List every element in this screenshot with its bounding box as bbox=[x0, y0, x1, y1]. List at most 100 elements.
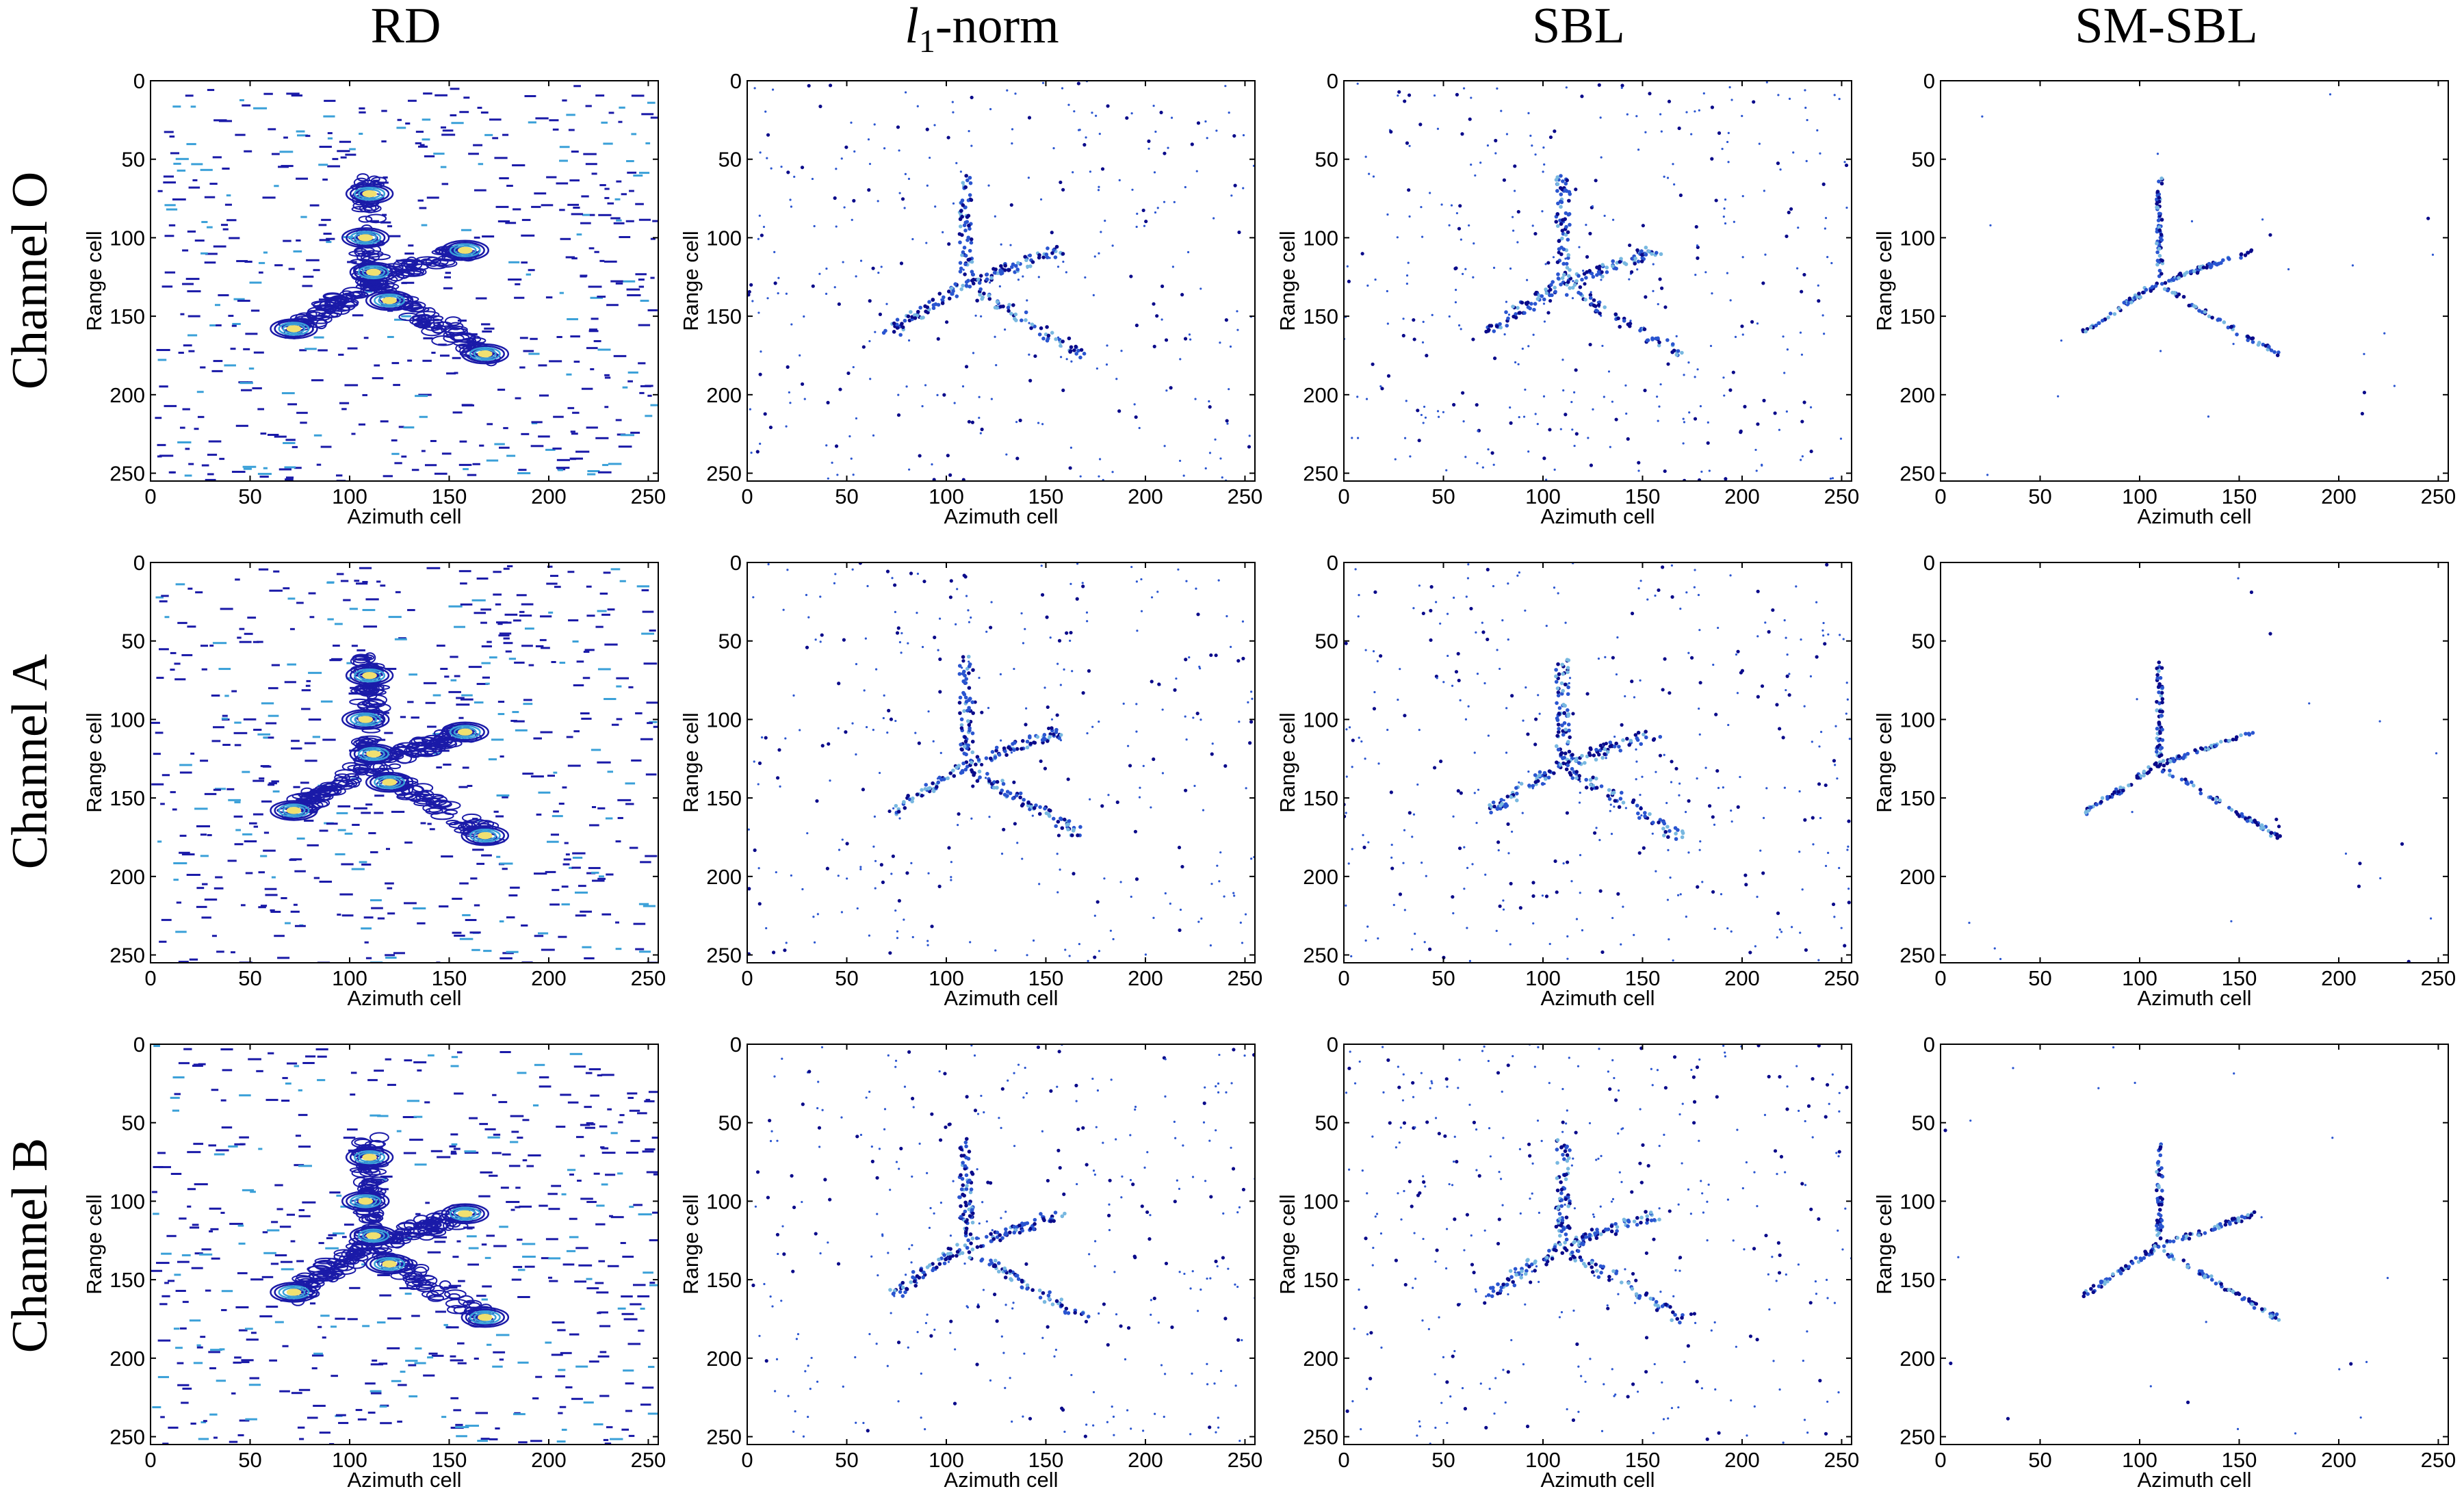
noise-point bbox=[1709, 344, 1713, 348]
noise-point bbox=[2378, 720, 2381, 723]
noise-point bbox=[1667, 99, 1672, 103]
noise-point bbox=[1800, 638, 1802, 641]
target-point bbox=[966, 213, 971, 218]
target-point bbox=[2205, 266, 2209, 270]
target-point bbox=[1061, 339, 1065, 344]
noise-point bbox=[801, 888, 804, 891]
target-point bbox=[2195, 270, 2200, 275]
target-point bbox=[1489, 810, 1493, 815]
target-point bbox=[2229, 807, 2234, 812]
target-point bbox=[2157, 225, 2162, 230]
noise-point bbox=[1199, 718, 1202, 721]
noise-mark bbox=[581, 717, 592, 720]
noise-mark bbox=[164, 235, 174, 237]
noise-point bbox=[1512, 229, 1515, 232]
noise-mark bbox=[625, 220, 634, 222]
noise-point bbox=[1658, 405, 1661, 408]
noise-point bbox=[785, 425, 788, 428]
noise-point bbox=[1217, 579, 1220, 582]
noise-point bbox=[1613, 735, 1616, 738]
target-point bbox=[895, 326, 900, 330]
noise-point bbox=[1208, 400, 1210, 403]
target-point bbox=[1673, 826, 1678, 830]
noise-point bbox=[1605, 757, 1607, 760]
target-point bbox=[2268, 833, 2273, 838]
noise-mark bbox=[349, 148, 356, 151]
noise-point bbox=[994, 335, 996, 338]
noise-point bbox=[867, 188, 871, 192]
noise-mark bbox=[205, 253, 218, 255]
target-point bbox=[2244, 731, 2248, 736]
noise-mark bbox=[499, 632, 512, 635]
noise-point bbox=[1727, 131, 1730, 134]
noise-point bbox=[1499, 667, 1501, 671]
noise-point bbox=[1628, 243, 1632, 248]
target-point bbox=[967, 664, 972, 669]
noise-point bbox=[2277, 825, 2281, 829]
noise-point bbox=[1358, 736, 1360, 739]
noise-point bbox=[898, 192, 901, 194]
noise-point bbox=[1133, 403, 1136, 406]
noise-mark bbox=[476, 862, 485, 865]
noise-point bbox=[1473, 242, 1475, 245]
noise-mark bbox=[452, 357, 461, 359]
target-point bbox=[978, 292, 983, 297]
noise-point bbox=[938, 657, 942, 661]
noise-mark bbox=[224, 364, 236, 367]
noise-point bbox=[2429, 917, 2433, 920]
noise-point bbox=[1248, 435, 1251, 437]
noise-mark bbox=[296, 601, 304, 604]
noise-mark bbox=[296, 239, 301, 242]
target-point bbox=[1559, 751, 1564, 755]
noise-point bbox=[1685, 916, 1687, 918]
noise-point bbox=[1377, 937, 1379, 940]
noise-mark bbox=[337, 829, 346, 831]
noise-mark bbox=[260, 765, 270, 768]
noise-mark bbox=[503, 427, 508, 430]
noise-mark bbox=[541, 948, 555, 951]
noise-point bbox=[1435, 601, 1438, 604]
noise-mark bbox=[649, 629, 656, 632]
noise-mark bbox=[291, 1392, 302, 1395]
noise-mark bbox=[616, 180, 622, 183]
noise-point bbox=[1809, 406, 1813, 409]
noise-point bbox=[1418, 729, 1421, 731]
target-point bbox=[962, 709, 966, 713]
noise-point bbox=[1216, 864, 1219, 867]
noise-point bbox=[1219, 341, 1221, 344]
noise-point bbox=[836, 474, 839, 476]
target-point bbox=[2155, 190, 2160, 194]
noise-mark bbox=[268, 1052, 274, 1054]
noise-point bbox=[968, 621, 971, 623]
noise-point bbox=[1089, 798, 1091, 801]
contour-mark bbox=[411, 736, 426, 747]
target-point bbox=[2160, 710, 2164, 714]
noise-mark bbox=[381, 712, 389, 714]
target-point bbox=[1557, 712, 1561, 716]
noise-point bbox=[1668, 938, 1670, 941]
noise-point bbox=[1687, 799, 1691, 803]
noise-point bbox=[1229, 345, 1232, 348]
noise-point bbox=[890, 872, 893, 875]
target-point bbox=[1625, 736, 1629, 741]
target-point bbox=[1605, 750, 1610, 754]
noise-point bbox=[873, 123, 876, 126]
noise-mark bbox=[597, 471, 612, 474]
noise-point bbox=[1659, 113, 1662, 116]
noise-point bbox=[1696, 256, 1700, 260]
noise-point bbox=[1462, 272, 1464, 275]
noise-point bbox=[1637, 851, 1642, 855]
noise-mark bbox=[265, 894, 278, 896]
noise-mark bbox=[460, 698, 474, 701]
noise-point bbox=[1775, 703, 1779, 707]
target-point bbox=[1547, 769, 1552, 773]
noise-point bbox=[888, 951, 892, 955]
noise-mark bbox=[493, 810, 499, 813]
noise-point bbox=[1122, 702, 1125, 705]
noise-point bbox=[1797, 226, 1800, 229]
contour-level-right-wing-tip bbox=[457, 728, 473, 736]
target-point bbox=[2261, 826, 2266, 830]
noise-point bbox=[1526, 279, 1529, 281]
noise-point bbox=[1065, 631, 1069, 635]
noise-point bbox=[1250, 690, 1253, 693]
